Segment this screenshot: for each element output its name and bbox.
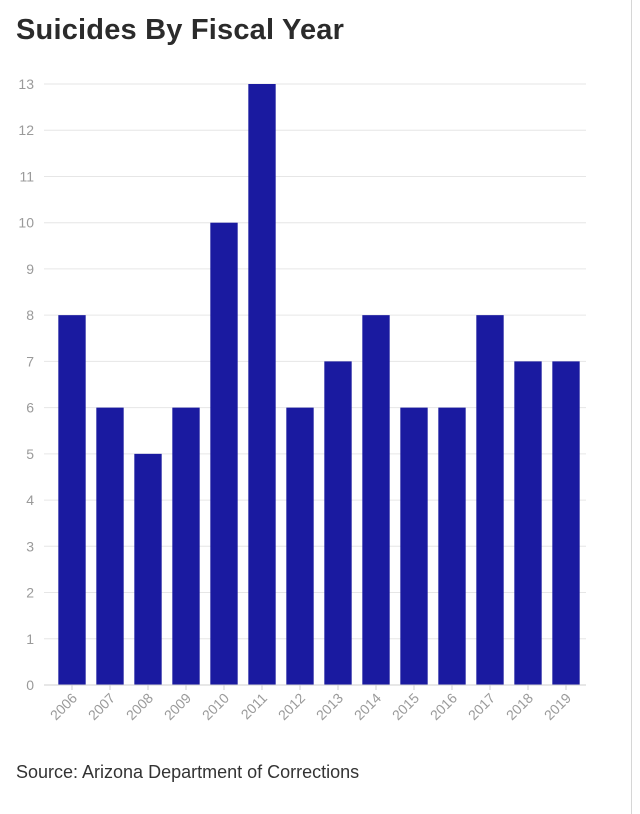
x-tick-label: 2006 <box>47 690 80 723</box>
y-tick-label: 6 <box>26 400 34 416</box>
right-border-rule <box>631 0 632 814</box>
chart-title: Suicides By Fiscal Year <box>16 14 345 46</box>
y-tick-label: 12 <box>18 122 34 138</box>
bar <box>324 361 352 685</box>
x-tick-label: 2010 <box>199 690 232 723</box>
x-tick-label: 2017 <box>465 690 498 723</box>
x-tick-label: 2018 <box>503 690 536 723</box>
bar <box>286 407 314 685</box>
bar <box>172 407 200 685</box>
x-tick-label: 2019 <box>541 690 574 723</box>
bar <box>96 407 124 685</box>
x-tick-label: 2012 <box>275 690 308 723</box>
y-tick-label: 9 <box>26 261 34 277</box>
x-tick-label: 2016 <box>427 690 460 723</box>
y-tick-label: 7 <box>26 353 34 369</box>
x-tick-label: 2013 <box>313 690 346 723</box>
x-tick-label: 2011 <box>238 690 271 723</box>
bar <box>362 315 390 685</box>
y-tick-label: 11 <box>19 168 34 184</box>
x-tick-label: 2007 <box>85 690 118 723</box>
bar <box>248 84 276 685</box>
y-tick-label: 0 <box>26 677 34 693</box>
y-tick-label: 8 <box>26 307 34 323</box>
y-tick-label: 1 <box>26 631 34 647</box>
bar <box>438 407 466 685</box>
bar <box>476 315 504 685</box>
x-tick-label: 2009 <box>161 690 194 723</box>
y-tick-label: 13 <box>18 76 34 92</box>
bar <box>400 407 428 685</box>
bar <box>134 453 162 685</box>
x-tick-label: 2014 <box>351 690 384 723</box>
y-tick-label: 4 <box>26 492 34 508</box>
bar <box>58 315 86 685</box>
bar <box>210 222 238 685</box>
y-tick-label: 3 <box>26 538 34 554</box>
x-tick-label: 2015 <box>389 690 422 723</box>
bar <box>552 361 580 685</box>
y-tick-label: 10 <box>18 215 34 231</box>
bar <box>514 361 542 685</box>
y-tick-label: 2 <box>26 585 34 601</box>
y-tick-label: 5 <box>26 446 34 462</box>
source-note: Source: Arizona Department of Correction… <box>16 762 360 782</box>
x-tick-label: 2008 <box>123 690 156 723</box>
